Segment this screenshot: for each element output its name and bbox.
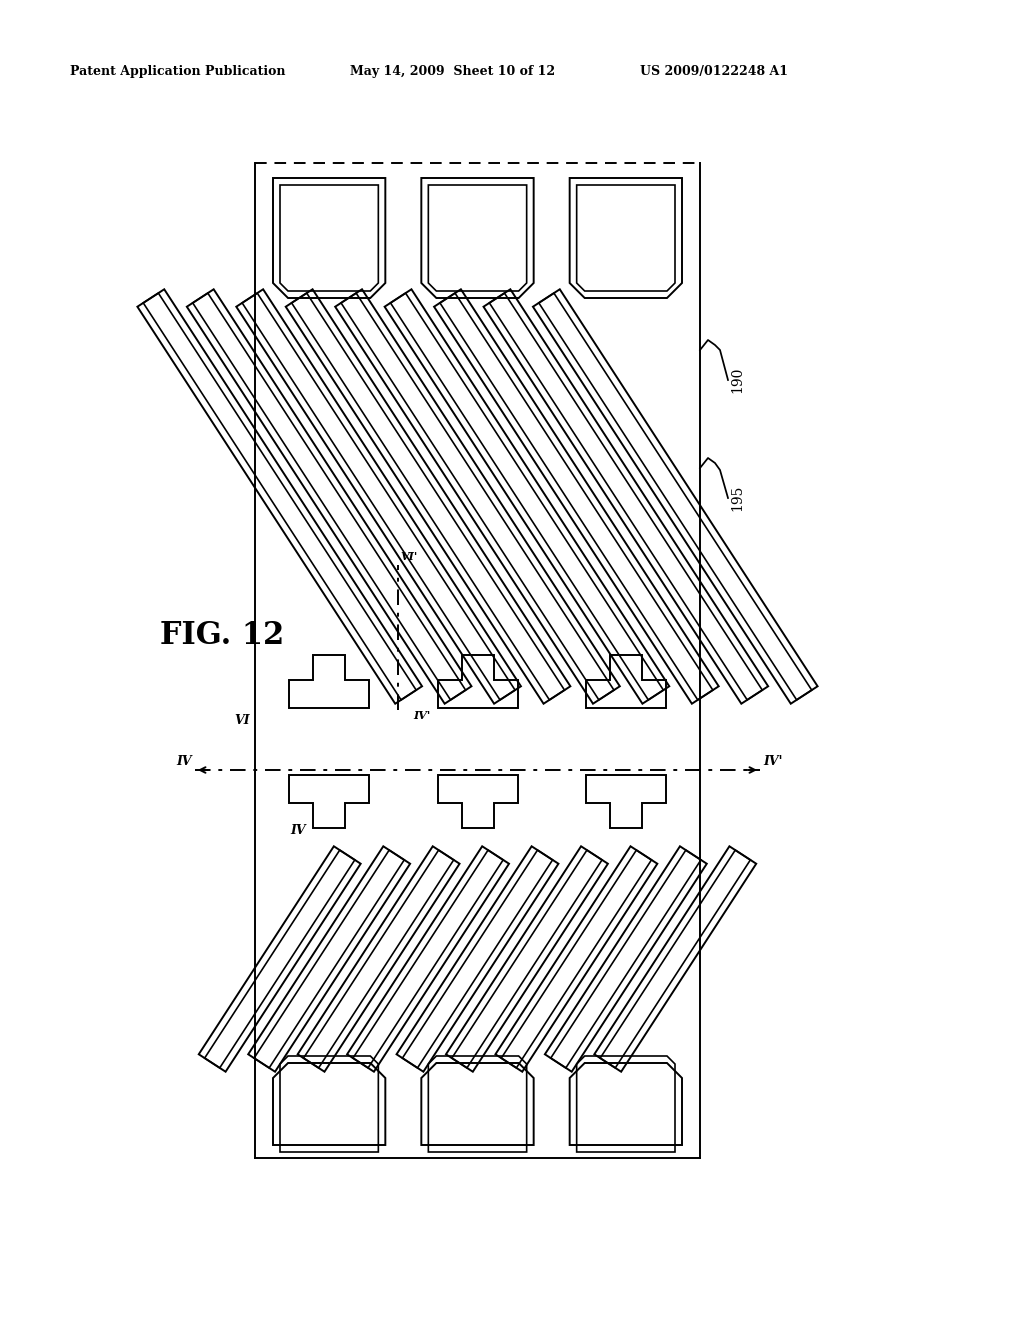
Text: IV: IV [176,755,193,768]
Text: IV: IV [290,824,305,837]
Text: VI': VI' [400,550,418,562]
Text: Patent Application Publication: Patent Application Publication [70,66,286,78]
Text: 195: 195 [730,484,744,511]
Text: May 14, 2009  Sheet 10 of 12: May 14, 2009 Sheet 10 of 12 [350,66,555,78]
Text: FIG. 12: FIG. 12 [160,619,285,651]
Text: 190: 190 [730,367,744,393]
Text: VI: VI [234,714,250,726]
Text: IV': IV' [763,755,782,768]
Text: US 2009/0122248 A1: US 2009/0122248 A1 [640,66,788,78]
Text: IV': IV' [414,710,430,721]
